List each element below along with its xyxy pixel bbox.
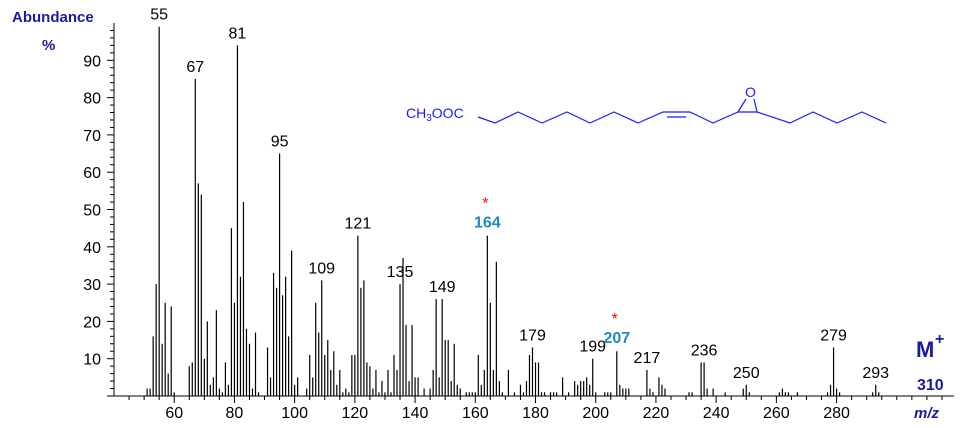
peak-bars	[146, 26, 880, 396]
y-tick-label: 30	[83, 277, 101, 294]
peak-label: 149	[429, 279, 456, 296]
y-tick-label: 60	[83, 165, 101, 182]
epoxide-oxygen: O	[745, 84, 756, 100]
x-axis-title: m/z	[914, 405, 940, 422]
peak-label: 121	[345, 216, 372, 233]
peak-label: 179	[519, 328, 546, 345]
molecular-ion-charge: +	[935, 331, 944, 348]
peak-label: 95	[271, 134, 289, 151]
peak-label-highlight: 207	[603, 330, 630, 347]
y-tick-label: 10	[83, 352, 101, 369]
chemical-structure: CH3OOC O	[406, 84, 887, 124]
x-tick-label: 160	[462, 405, 489, 422]
y-tick-label: 90	[83, 53, 101, 70]
x-tick-label: 220	[643, 405, 670, 422]
peak-label: 109	[308, 260, 335, 277]
x-tick-label: 120	[342, 405, 369, 422]
molecular-ion-label: M + 310	[916, 331, 944, 394]
y-tick-label: 40	[83, 240, 101, 257]
epoxide-bond-2	[753, 98, 758, 113]
ester-group-label: CH3OOC	[406, 105, 464, 124]
molecular-ion-symbol: M	[916, 337, 934, 362]
x-tick-label: 200	[582, 405, 609, 422]
peak-label: 135	[387, 264, 414, 281]
x-tick-label: 60	[165, 405, 183, 422]
carbon-chain	[477, 111, 887, 124]
x-tick-label: 100	[281, 405, 308, 422]
y-axis-title: Abundance	[12, 9, 94, 26]
axes: 60 80 100 120 140 160 180 200 220 240 260 280 10 20 30…	[83, 23, 954, 422]
peak-label: 55	[150, 7, 168, 24]
peak-label: 81	[229, 25, 247, 42]
y-tick-label: 70	[83, 128, 101, 145]
peak-label-highlight: 164	[474, 215, 501, 232]
peak-label: 217	[634, 350, 661, 367]
y-tick-label: 50	[83, 203, 101, 220]
peak-label: 250	[733, 365, 760, 382]
x-tick-label: 180	[522, 405, 549, 422]
peak-label: 199	[579, 339, 606, 356]
x-tick-label: 260	[763, 405, 790, 422]
peak-label: 236	[691, 342, 718, 359]
peak-label: 293	[862, 365, 889, 382]
asterisk-marker: *	[482, 196, 488, 213]
asterisk-marker: *	[612, 311, 618, 328]
y-tick-label: 80	[83, 91, 101, 108]
x-tick-label: 280	[823, 405, 850, 422]
x-tick-label: 140	[402, 405, 429, 422]
molecular-ion-mz: 310	[917, 377, 944, 394]
x-tick-label: 240	[703, 405, 730, 422]
y-axis-unit: %	[42, 37, 55, 54]
peak-label: 279	[820, 328, 847, 345]
peak-label: 67	[186, 59, 204, 76]
x-tick-label: 80	[226, 405, 244, 422]
y-tick-label: 20	[83, 314, 101, 331]
epoxide-bond-1	[737, 98, 747, 113]
